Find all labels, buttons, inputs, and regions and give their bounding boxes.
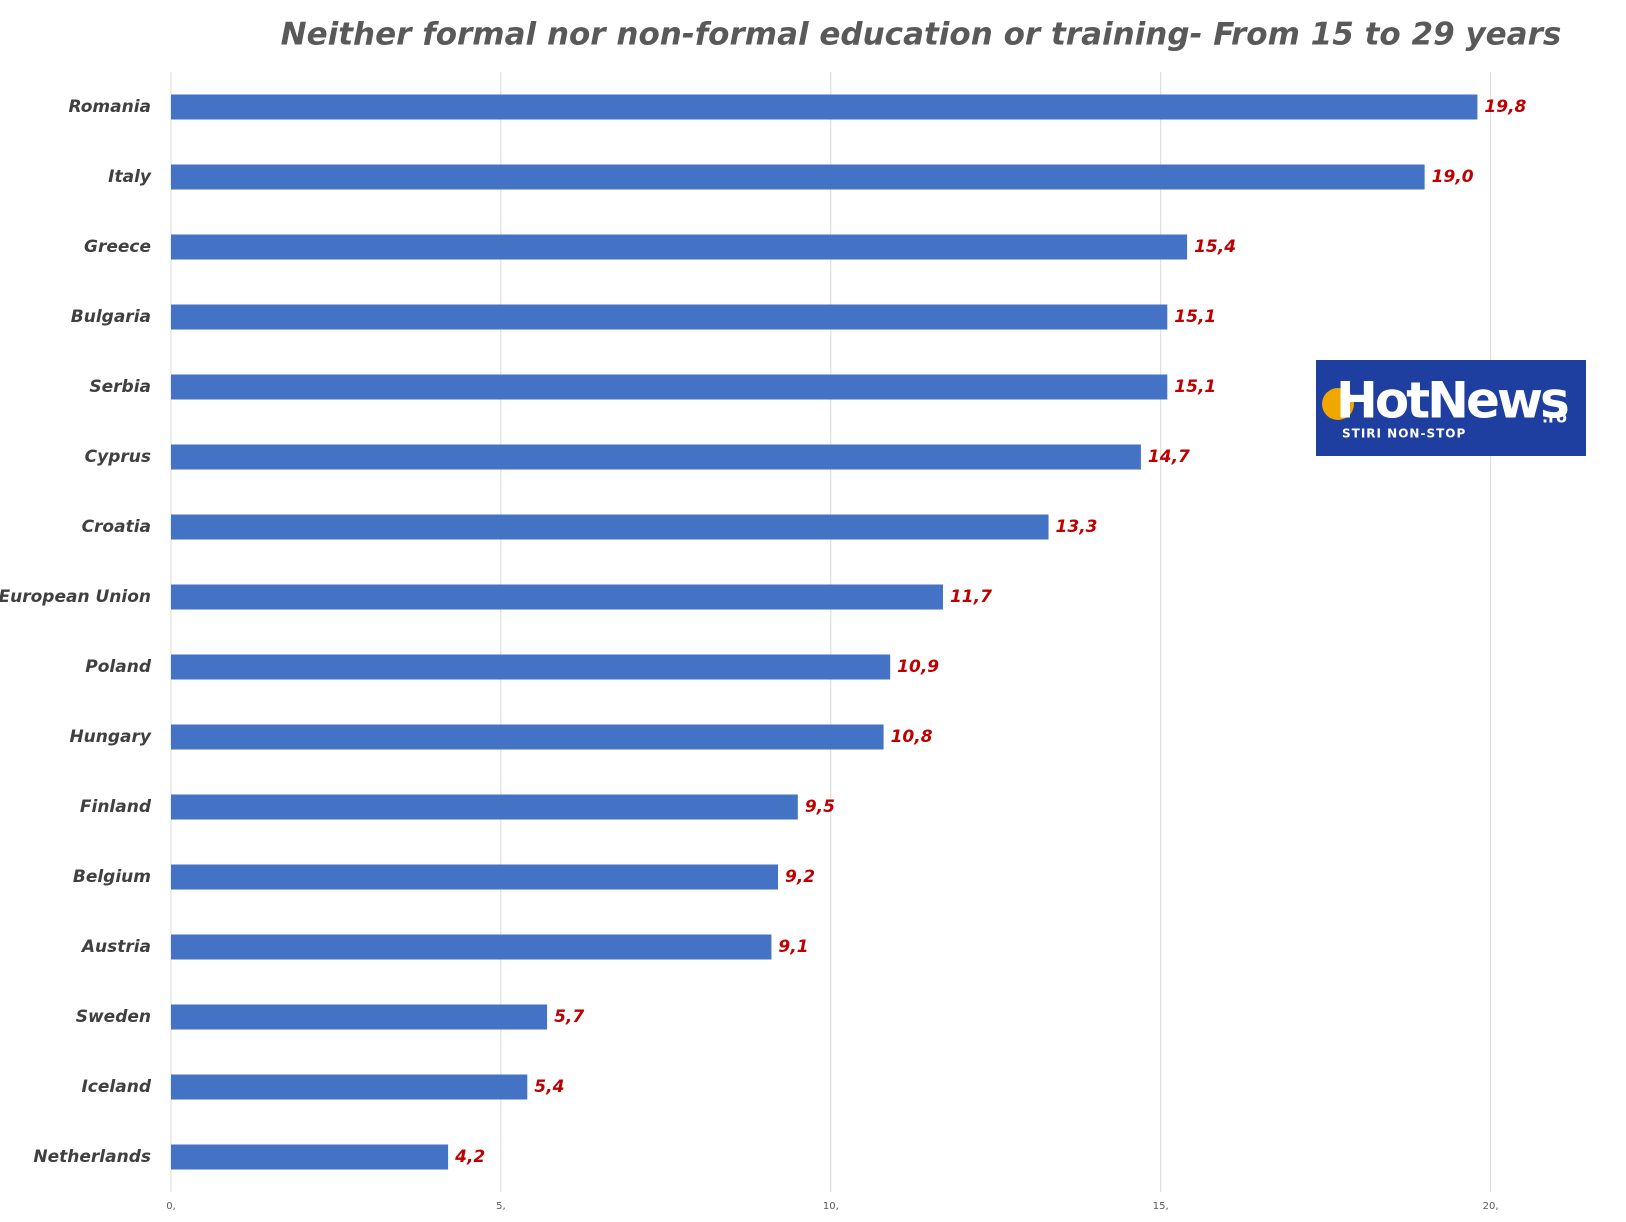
bar <box>171 1144 449 1170</box>
value-label: 15,4 <box>1194 237 1236 257</box>
y-tick-label: Bulgaria <box>71 307 151 327</box>
value-label: 9,1 <box>778 937 808 957</box>
logo-tagline: STIRI NON-STOP <box>1342 427 1466 441</box>
y-tick-label: Belgium <box>73 867 151 887</box>
bar <box>171 584 943 610</box>
value-label: 5,4 <box>534 1077 564 1097</box>
bar <box>171 514 1049 540</box>
logo-box <box>1316 360 1586 456</box>
value-label: 19,8 <box>1484 97 1526 117</box>
value-label: 15,1 <box>1174 377 1216 397</box>
value-label: 13,3 <box>1056 517 1098 537</box>
bar <box>171 444 1141 470</box>
bar <box>171 654 891 680</box>
logo-suffix: .ro <box>1542 408 1567 427</box>
value-label: 4,2 <box>454 1147 485 1167</box>
y-tick-label: Italy <box>108 167 152 187</box>
x-tick-label: 10, <box>823 1201 839 1212</box>
y-tick-label: Greece <box>84 237 151 257</box>
logo-sun <box>1322 388 1354 420</box>
bar <box>171 1074 528 1100</box>
y-tick-label: Sweden <box>76 1007 151 1027</box>
y-tick-label: Netherlands <box>33 1147 151 1167</box>
value-label: 10,9 <box>897 657 939 677</box>
chart-title: Neither formal nor non-formal education … <box>281 17 1562 53</box>
value-label: 9,2 <box>785 867 815 887</box>
bar <box>171 234 1188 260</box>
plot-area: 0, 5, 10, 15, 20, Romania 19,8 Italy 19,0 Greece 1… <box>0 72 1527 1212</box>
y-tick-label: Romania <box>68 97 151 117</box>
y-tick-label: Hungary <box>69 727 151 747</box>
y-tick-label: Finland <box>80 797 152 817</box>
value-label: 15,1 <box>1174 307 1216 327</box>
bar <box>171 94 1478 120</box>
value-label: 5,7 <box>554 1007 584 1027</box>
y-tick-label: European Union <box>0 587 151 607</box>
value-label: 10,8 <box>891 727 933 747</box>
y-tick-label: Serbia <box>89 377 151 397</box>
logo-text: HotNews <box>1336 372 1568 430</box>
y-tick-label: Cyprus <box>85 447 151 467</box>
y-tick-label: Croatia <box>82 517 151 537</box>
x-tick-label: 5, <box>496 1201 506 1212</box>
value-label: 14,7 <box>1148 447 1190 467</box>
value-label: 9,5 <box>805 797 835 817</box>
bar <box>171 304 1168 330</box>
bar <box>171 864 779 890</box>
bar <box>171 374 1168 400</box>
x-tick-label: 0, <box>166 1201 176 1212</box>
logo: HotNews .ro STIRI NON-STOP <box>1316 360 1586 456</box>
value-label: 19,0 <box>1432 167 1474 187</box>
x-tick-label: 15, <box>1153 1201 1169 1212</box>
bar <box>171 1004 548 1030</box>
y-tick-label: Iceland <box>81 1077 151 1097</box>
x-tick-label: 20, <box>1483 1201 1499 1212</box>
value-label: 11,7 <box>950 587 992 607</box>
y-tick-label: Poland <box>85 657 152 677</box>
y-tick-label: Austria <box>80 937 151 957</box>
bar <box>171 164 1425 190</box>
bar <box>171 724 884 750</box>
bar <box>171 934 772 960</box>
bar <box>171 794 798 820</box>
